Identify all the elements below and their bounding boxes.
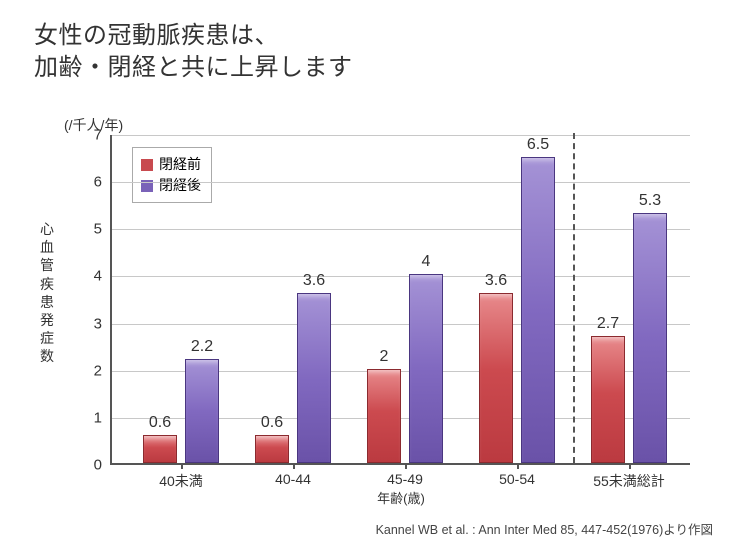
- citation-text: Kannel WB et al. : Ann Inter Med 85, 447…: [376, 519, 713, 538]
- bar-value-label: 2: [380, 348, 389, 366]
- y-tick-label: 7: [94, 127, 112, 144]
- x-tick-label: 40未満: [159, 471, 203, 491]
- y-tick-label: 4: [94, 268, 112, 285]
- bar-value-label: 2.2: [191, 338, 213, 356]
- bar-value-label: 0.6: [261, 414, 283, 432]
- x-tick-label: 40-44: [275, 471, 311, 487]
- bar-postmenopause: 3.6: [297, 293, 331, 463]
- bar-value-label: 2.7: [597, 315, 619, 333]
- x-axis-label: 年齢(歳): [377, 488, 425, 507]
- x-tick: [629, 463, 631, 469]
- bar-premenopause: 0.6: [143, 435, 177, 463]
- bar-value-label: 3.6: [485, 272, 507, 290]
- x-tick-label: 50-54: [499, 471, 535, 487]
- bar-premenopause: 3.6: [479, 293, 513, 463]
- bar-value-label: 6.5: [527, 136, 549, 154]
- title-line2: 加齢・閉経と共に上昇します: [34, 54, 353, 81]
- x-tick: [405, 463, 407, 469]
- x-tick-label: 45-49: [387, 471, 423, 487]
- bar-group: 3.66.5: [468, 135, 566, 463]
- bar-postmenopause: 6.5: [521, 157, 555, 463]
- y-tick-label: 3: [94, 315, 112, 332]
- x-tick: [181, 463, 183, 469]
- bar-group: 24: [356, 135, 454, 463]
- bar-value-label: 3.6: [303, 272, 325, 290]
- chart-title: 女性の冠動脈疾患は、 加齢・閉経と共に上昇します: [34, 20, 353, 85]
- bar-group: 0.6 2.2: [132, 135, 230, 463]
- y-tick-label: 5: [94, 221, 112, 238]
- bar-postmenopause: 2.2: [185, 359, 219, 463]
- bar-group: 0.6 3.6: [244, 135, 342, 463]
- separator-line: [573, 133, 575, 463]
- bar-value-label: 0.6: [149, 414, 171, 432]
- bar-premenopause: 2: [367, 369, 401, 463]
- bar-premenopause: 2.7: [591, 336, 625, 463]
- bar-premenopause: 0.6: [255, 435, 289, 463]
- y-tick-label: 0: [94, 457, 112, 474]
- x-tick: [517, 463, 519, 469]
- bar-postmenopause: 5.3: [633, 213, 667, 463]
- bar-value-label: 5.3: [639, 192, 661, 210]
- x-tick: [293, 463, 295, 469]
- y-tick-label: 2: [94, 362, 112, 379]
- title-line1: 女性の冠動脈疾患は、: [34, 22, 279, 49]
- bar-postmenopause: 4: [409, 274, 443, 463]
- bar-chart-plot: 閉経前 閉経後 年齢(歳) 012345670.62.240未満0.63.640…: [110, 135, 690, 465]
- y-axis-label: 心血管疾患発症数: [40, 220, 54, 366]
- y-tick-label: 1: [94, 409, 112, 426]
- bar-value-label: 4: [422, 253, 431, 271]
- x-tick-label: 55未満総計: [593, 471, 665, 491]
- bar-group: 2.75.3: [580, 135, 678, 463]
- y-tick-label: 6: [94, 174, 112, 191]
